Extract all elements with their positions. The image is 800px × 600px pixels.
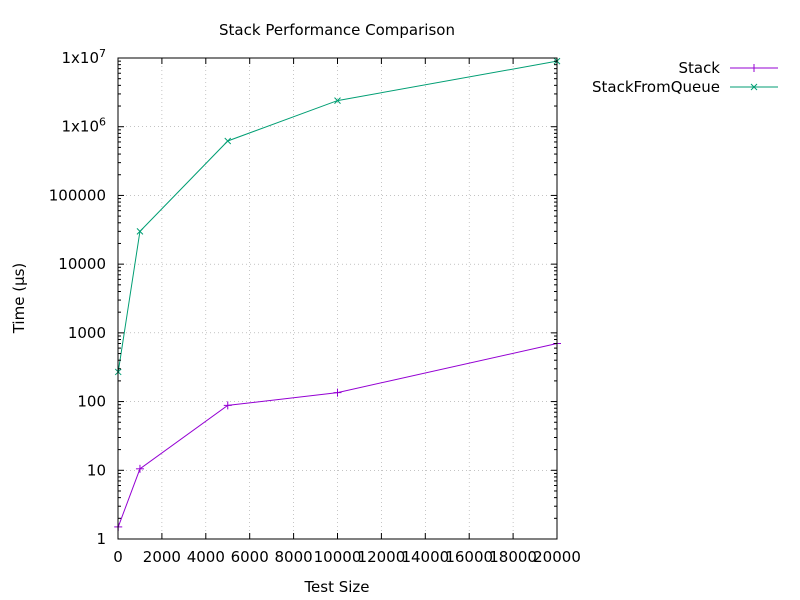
x-axis-label: Test Size (303, 578, 369, 596)
series-StackFromQueue (114, 57, 561, 376)
marker-stroke (136, 228, 144, 235)
y-tick-label: 10 (87, 461, 106, 479)
x-tick-label: 2000 (143, 548, 181, 566)
y-axis-label: Time (µs) (10, 263, 28, 335)
legend-label: StackFromQueue (592, 78, 720, 96)
y-tick-label: 1x107 (61, 47, 106, 67)
axis-ticks: 0 2000 4000 6000 8000 10000120001400016000180… (49, 47, 581, 566)
data-point (223, 401, 232, 410)
y-tick-label: 1000 (68, 324, 106, 342)
x-tick-label: 0 (113, 548, 123, 566)
x-tick-label: 12000 (358, 548, 406, 566)
series-line (117, 60, 558, 373)
plus-marker (750, 64, 758, 72)
data-point (135, 464, 144, 473)
data-point (333, 388, 342, 397)
y-tick-label: 10000 (58, 255, 106, 273)
marker-stroke (334, 97, 341, 104)
legend-label: Stack (678, 59, 720, 77)
y-tick-label: 1 (96, 530, 106, 548)
data-point (334, 97, 341, 104)
series-line (117, 343, 558, 528)
chart-title: Stack Performance Comparison (219, 21, 455, 39)
data-point (136, 228, 144, 235)
x-tick-label: 14000 (401, 548, 449, 566)
y-tick-label: 1x106 (61, 116, 106, 136)
data-point (224, 137, 232, 145)
y-tick-label: 100 (77, 393, 106, 411)
x-tick-label: 8000 (275, 548, 313, 566)
y-tick-label: 100000 (49, 186, 106, 204)
marker-stroke (750, 83, 758, 91)
x-tick-label: 6000 (231, 548, 269, 566)
x-tick-label: 18000 (489, 548, 537, 566)
cross-marker (750, 83, 758, 91)
marker-stroke (224, 137, 232, 145)
x-tick-label: 16000 (445, 548, 493, 566)
x-tick-label: 4000 (187, 548, 225, 566)
x-tick-label: 10000 (314, 548, 362, 566)
grid-lines (118, 58, 557, 539)
x-tick-label: 20000 (533, 548, 581, 566)
